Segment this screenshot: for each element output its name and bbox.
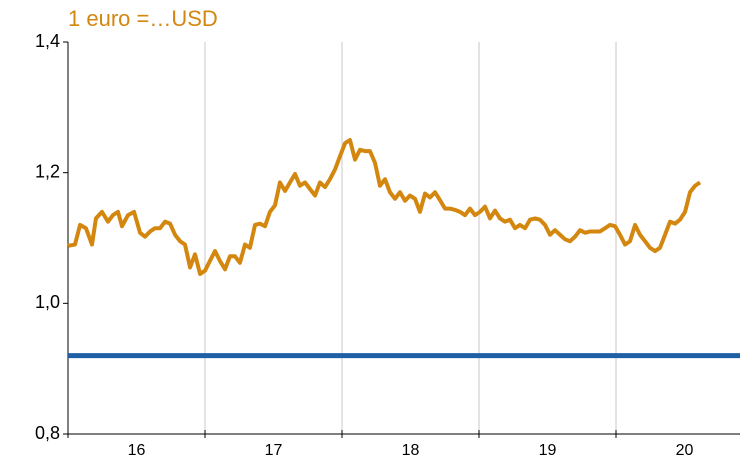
x-tick-label: 17 (265, 442, 283, 459)
line-series (67, 138, 702, 276)
y-tick-label: 1,2 (35, 161, 60, 181)
chart-title: 1 euro =…USD (68, 6, 218, 31)
y-tick-label: 1,4 (35, 31, 60, 51)
x-tick-label: 19 (539, 442, 557, 459)
y-tick-label: 0,8 (35, 423, 60, 443)
y-tick-label: 1,0 (35, 292, 60, 312)
x-tick-label: 18 (402, 442, 420, 459)
x-tick-label: 16 (128, 442, 146, 459)
x-tick-label: 20 (676, 442, 694, 459)
